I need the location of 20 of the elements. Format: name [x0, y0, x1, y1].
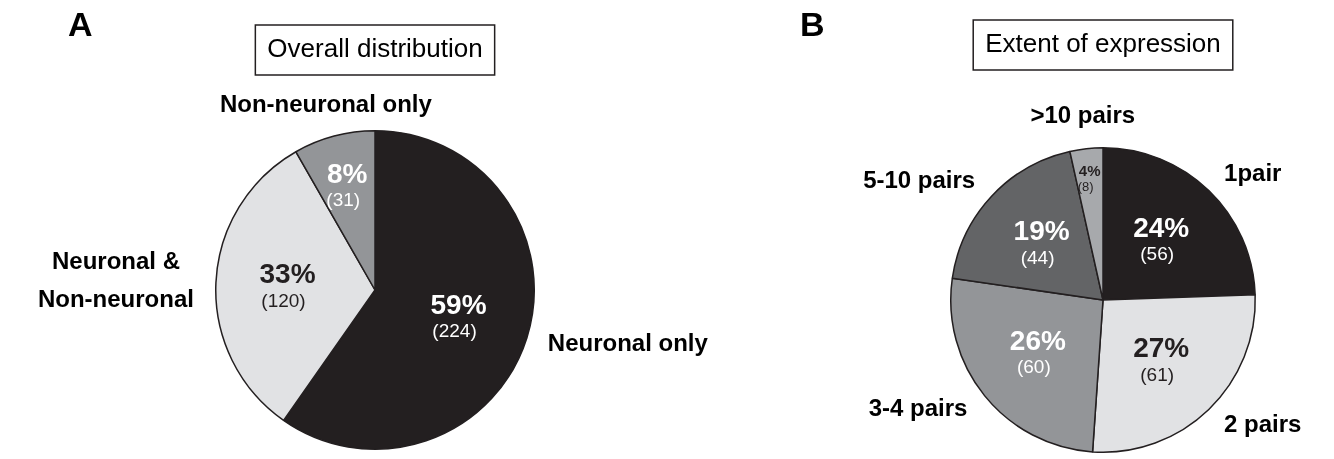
chart-title: Overall distribution	[267, 33, 483, 64]
data-label: 24% (56)	[1133, 212, 1190, 265]
data-label: 19% (44)	[1013, 215, 1070, 268]
chart-title: Extent of expression	[985, 28, 1221, 59]
text: A	[68, 5, 93, 44]
data-label: 27% (61)	[1133, 332, 1190, 385]
slice-label: Neuronal only	[547, 329, 709, 357]
data-label: 59% (224)	[430, 288, 487, 341]
text: B	[800, 5, 825, 44]
slice-label: Non-neuronal only	[219, 89, 433, 117]
slice-label: 3-4 pairs	[868, 394, 968, 422]
slice-label: 2 pairs	[1224, 409, 1302, 437]
data-label: 4% (8)	[1077, 161, 1101, 194]
data-label: 26% (60)	[1009, 324, 1066, 378]
slice-label: Neuronal & Non-neuronal	[37, 247, 194, 313]
data-label: 33% (120)	[259, 258, 316, 311]
data-label: 8% (31)	[326, 157, 368, 210]
slice-label: 5-10 pairs	[863, 166, 976, 194]
slice-label: 1pair	[1224, 159, 1282, 187]
slice-label: >10 pairs	[1030, 101, 1136, 129]
